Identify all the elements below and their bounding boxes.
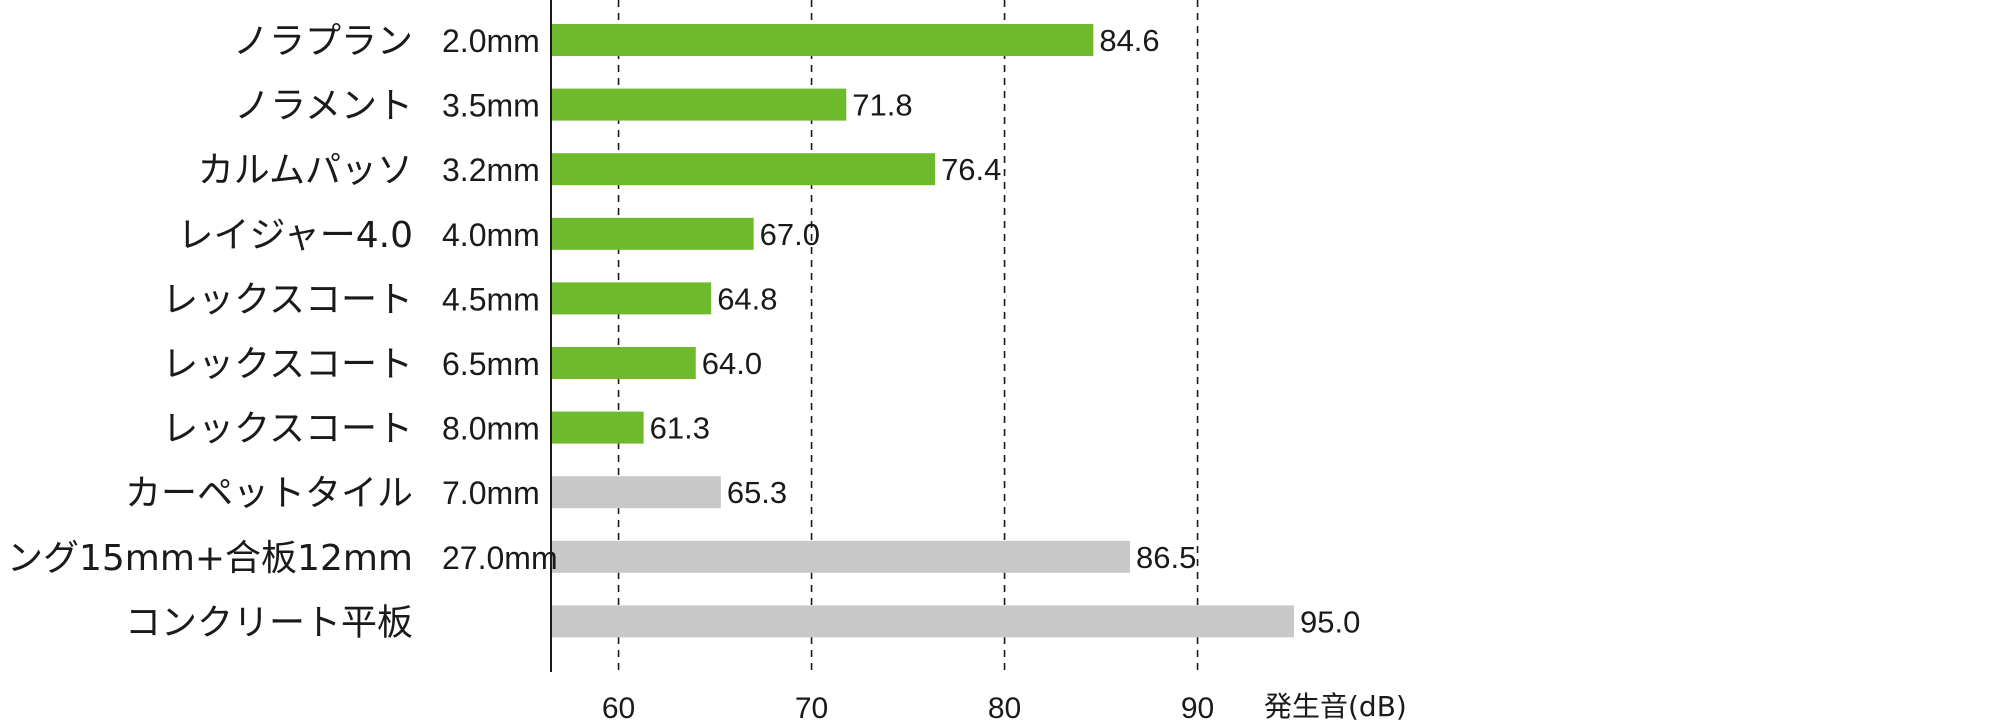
x-tick-label: 90: [1181, 692, 1214, 724]
value-label: 84.6: [1099, 23, 1159, 58]
value-label: 65.3: [727, 475, 787, 510]
thickness-label: 3.2mm: [442, 152, 540, 188]
thickness-label: 4.5mm: [442, 281, 540, 317]
bar: [551, 476, 721, 509]
value-label: 64.0: [702, 346, 762, 381]
category-label: カーペットタイル: [125, 473, 413, 514]
bar: [551, 24, 1094, 56]
thickness-label: 2.0mm: [442, 23, 540, 59]
x-tick-label: 70: [795, 692, 828, 724]
category-label: コンクリート平板: [125, 602, 413, 643]
thickness-label: 4.0mm: [442, 217, 540, 253]
thickness-label: 3.5mm: [442, 88, 540, 124]
thickness-label: 27.0mm: [442, 540, 558, 576]
bar: [551, 347, 696, 379]
category-label: フローリング15mm+合板12mm: [0, 538, 413, 579]
bar: [551, 411, 644, 444]
x-tick-label: 60: [602, 692, 635, 724]
value-label: 64.8: [717, 281, 777, 316]
bar: [551, 540, 1130, 573]
category-label: カルムパッソ: [198, 150, 413, 191]
value-label: 71.8: [852, 88, 912, 123]
category-label: ノラプラン: [233, 21, 413, 62]
bar: [551, 605, 1295, 638]
category-label: レックスコート: [162, 344, 413, 385]
value-label: 76.4: [941, 152, 1001, 187]
value-label: 86.5: [1136, 540, 1196, 575]
x-axis-title: 発生音(dB): [1264, 690, 1407, 723]
thickness-label: 6.5mm: [442, 346, 540, 382]
x-tick-label: 80: [988, 692, 1021, 724]
thickness-label: 7.0mm: [442, 475, 540, 511]
value-label: 67.0: [760, 217, 820, 252]
bar: [551, 153, 936, 186]
category-label: ノラメント: [234, 86, 413, 127]
bar: [551, 217, 754, 250]
thickness-label: 8.0mm: [442, 411, 540, 447]
category-label: レックスコート: [162, 409, 413, 450]
value-label: 95.0: [1300, 604, 1360, 639]
bar: [551, 88, 847, 121]
category-label: レイジャー4.0: [178, 215, 413, 256]
value-label: 61.3: [650, 411, 710, 446]
bar: [551, 282, 712, 315]
category-label: レックスコート: [162, 279, 413, 320]
